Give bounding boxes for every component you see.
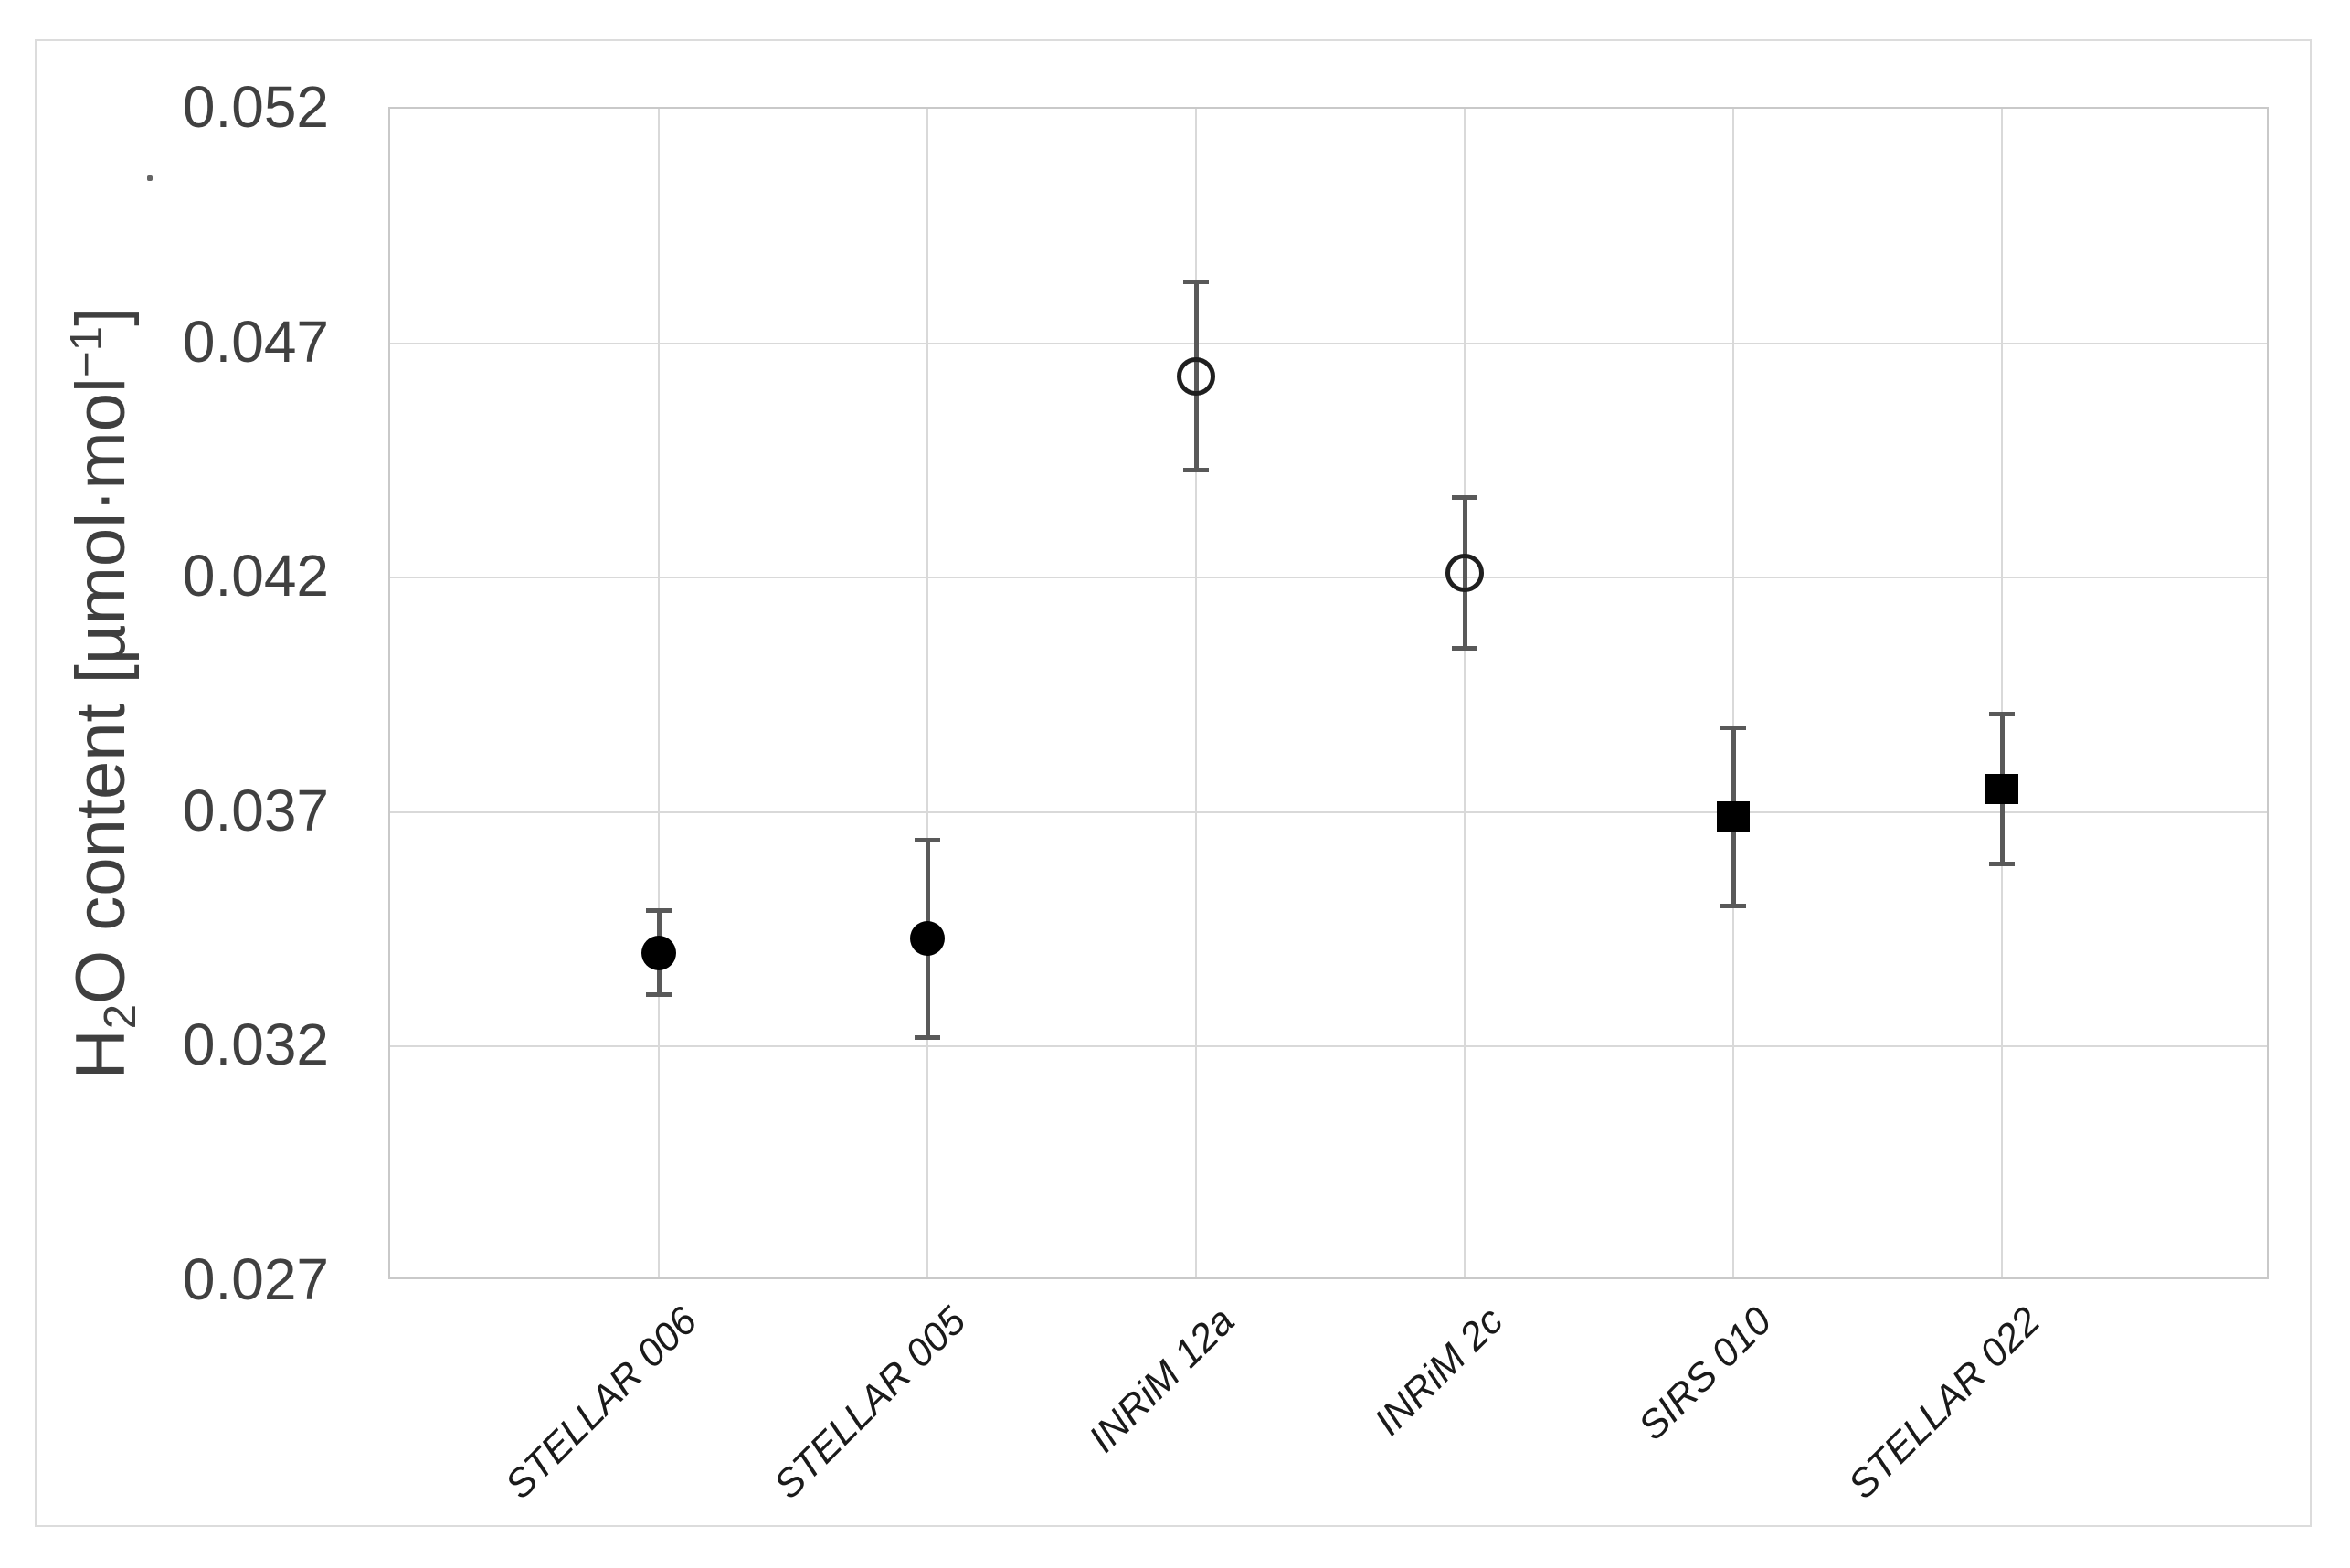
error-bar-cap [1720,903,1746,908]
v-gridline [2001,109,2003,1277]
error-bar-cap [1989,711,2015,716]
error-bar-cap [1183,280,1209,285]
y-tick-label: 0.042 [182,543,329,609]
data-point-stellar-005 [910,921,945,957]
y-title-mid: O content [µmol·mol [61,377,140,1004]
y-tick-label: 0.047 [182,308,329,375]
y-tick-label: 0.037 [182,777,329,843]
error-bar-cap [646,908,672,914]
v-gridline [1195,109,1197,1277]
y-tick-label: 0.027 [182,1246,329,1312]
v-gridline [658,109,660,1277]
h-gridline [390,577,2267,579]
h-gridline [390,810,2267,813]
y-tick-label: 0.052 [182,74,329,140]
data-point-inrim-2c [1445,554,1484,593]
h-gridline [390,342,2267,344]
y-tick-label: 0.032 [182,1012,329,1078]
plot-area [388,107,2269,1279]
error-bar-cap [1183,467,1209,472]
error-bar-cap [915,1034,940,1040]
v-gridline [1464,109,1466,1277]
data-point-stellar-006 [641,935,676,970]
y-title-superscript: −1 [61,325,111,378]
error-bar-cap [915,838,940,843]
error-bar-cap [1452,495,1477,501]
error-bar-cap [1720,725,1746,730]
data-point-stellar-022 [1985,773,2018,804]
error-bar-cap [1989,861,2015,866]
v-gridline [1732,109,1734,1277]
data-point-sirs-010 [1717,801,1750,832]
error-bar-cap [1452,645,1477,651]
h-gridline [390,1045,2267,1048]
error-bar-cap [646,992,672,998]
data-point-inrim-12a [1177,356,1215,396]
v-gridline [926,109,928,1277]
y-axis-title: H2O content [µmol·mol−1] [37,107,171,1279]
stray-dot-artifact [147,175,153,181]
